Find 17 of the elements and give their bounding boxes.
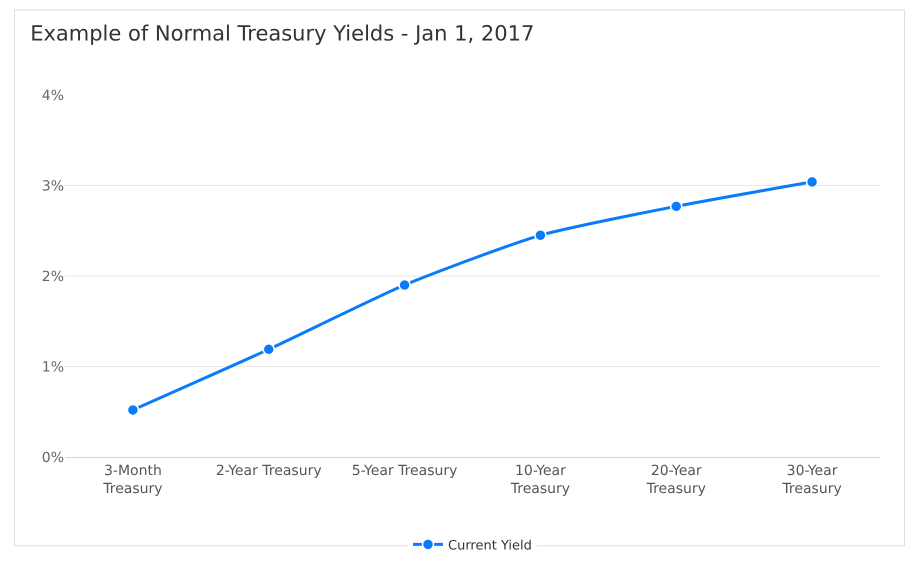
y-tick-label: 0% (42, 450, 64, 466)
x-tick-label: 30-Year Treasury (781, 462, 842, 497)
x-tick-label: 10-Year Treasury (510, 462, 570, 497)
x-tick-label: 3-Month Treasury (102, 462, 163, 497)
chart-title: Example of Normal Treasury Yields - Jan 1, 2017 (30, 21, 534, 46)
y-tick-label: 1% (42, 359, 64, 376)
point (670, 200, 682, 213)
y-tick-label: 3% (42, 178, 64, 194)
point (398, 278, 411, 292)
y-tick-label: 2% (42, 268, 64, 285)
legend-label: Current Yield (448, 538, 532, 554)
point (126, 404, 140, 416)
x-tick-label: 20-Year Treasury (646, 462, 706, 497)
x-tick-label: 5-Year Treasury (352, 462, 458, 479)
x-tick-label: 2-Year Treasury (216, 462, 322, 479)
point (806, 176, 818, 188)
y-tick-label: 4% (42, 88, 64, 104)
